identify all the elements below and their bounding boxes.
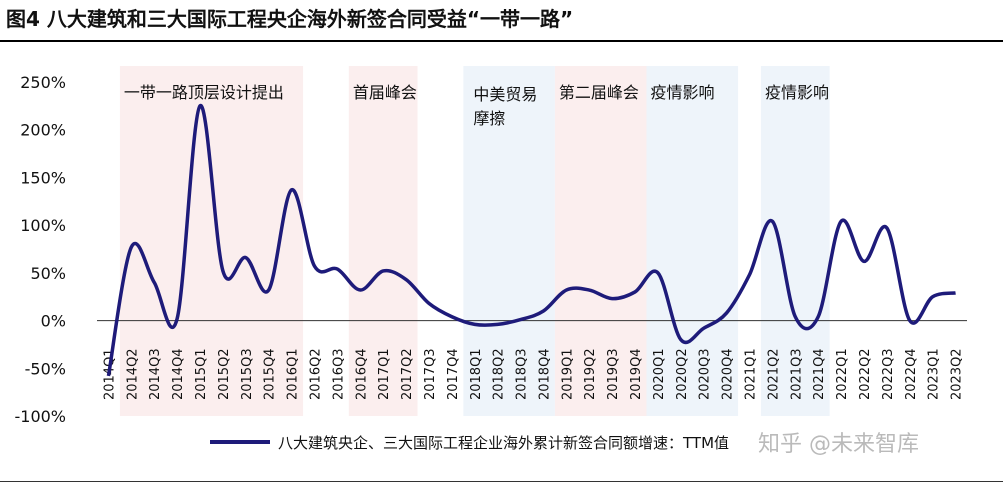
x-tick-label: 2022Q2 — [858, 348, 873, 400]
x-tick-label: 2018Q3 — [515, 348, 530, 400]
x-tick-label: 2021Q4 — [812, 348, 827, 400]
y-tick-label: -50% — [25, 359, 66, 378]
x-tick-label: 2016Q2 — [309, 348, 324, 400]
shaded-region-2 — [463, 66, 555, 416]
chart-legend: 八大建筑央企、三大国际工程企业海外累计新签合同额增速：TTM值 — [210, 429, 729, 455]
x-tick-label: 2022Q4 — [904, 348, 919, 400]
region-label-2: 中美贸易 — [473, 85, 537, 104]
x-tick-label: 2016Q3 — [331, 348, 346, 400]
shaded-region-0 — [119, 66, 304, 416]
x-tick-label: 2021Q2 — [766, 348, 781, 400]
x-tick-label: 2014Q2 — [125, 348, 140, 400]
x-tick-label: 2019Q3 — [606, 348, 621, 400]
figure-title: 图4 八大建筑和三大国际工程央企海外新签合同受益“一带一路” — [6, 7, 574, 31]
y-tick-label: 50% — [30, 264, 66, 283]
watermark-text: 知乎 @未来智库 — [758, 432, 919, 457]
region-label-4: 疫情影响 — [650, 83, 714, 102]
y-tick-label: 150% — [20, 168, 66, 187]
x-tick-label: 2015Q4 — [263, 348, 278, 400]
x-tick-label: 2017Q1 — [377, 348, 392, 400]
x-tick-label: 2014Q3 — [148, 348, 163, 400]
y-tick-label: 200% — [20, 121, 66, 140]
x-tick-label: 2015Q1 — [194, 348, 209, 400]
x-tick-label: 2021Q1 — [744, 348, 759, 400]
shaded-region-1 — [348, 66, 418, 416]
x-tick-label: 2022Q3 — [881, 348, 896, 400]
x-tick-label: 2015Q3 — [240, 348, 255, 400]
x-tick-label: 2020Q2 — [675, 348, 690, 400]
x-tick-label: 2018Q1 — [469, 348, 484, 400]
x-tick-label: 2020Q3 — [698, 348, 713, 400]
region-label-2-line2: 摩擦 — [473, 109, 505, 128]
x-tick-label: 2017Q4 — [446, 348, 461, 400]
x-tick-label: 2016Q4 — [354, 348, 369, 400]
x-tick-label: 2020Q1 — [652, 348, 667, 400]
x-tick-label: 2018Q2 — [492, 348, 507, 400]
y-tick-label: -100% — [14, 407, 66, 426]
x-tick-label: 2018Q4 — [537, 348, 552, 400]
shaded-region-3 — [554, 66, 647, 416]
x-tick-label: 2021Q3 — [789, 348, 804, 400]
shaded-region-5 — [760, 66, 830, 416]
region-label-1: 首届峰会 — [353, 83, 417, 102]
x-tick-label: 2019Q2 — [583, 348, 598, 400]
region-label-0: 一带一路顶层设计提出 — [124, 83, 284, 102]
legend-swatch — [210, 440, 270, 444]
top-rule — [0, 40, 1003, 42]
x-tick-label: 2017Q2 — [400, 348, 415, 400]
x-tick-label: 2019Q4 — [629, 348, 644, 400]
x-tick-label: 2017Q3 — [423, 348, 438, 400]
bottom-rule — [0, 481, 1003, 482]
y-tick-label: 100% — [20, 216, 66, 235]
x-tick-label: 2020Q4 — [721, 348, 736, 400]
region-label-5: 疫情影响 — [765, 83, 829, 102]
y-tick-label: 250% — [20, 73, 66, 92]
region-label-3: 第二届峰会 — [559, 83, 639, 102]
x-tick-label: 2023Q1 — [927, 348, 942, 400]
x-tick-label: 2022Q1 — [835, 348, 850, 400]
y-tick-label: 0% — [41, 312, 66, 331]
x-tick-label: 2019Q1 — [560, 348, 575, 400]
shaded-region-4 — [646, 66, 739, 416]
x-tick-label: 2015Q2 — [217, 348, 232, 400]
x-tick-label: 2023Q2 — [950, 348, 965, 400]
x-tick-label: 2014Q4 — [171, 348, 186, 400]
legend-label: 八大建筑央企、三大国际工程企业海外累计新签合同额增速：TTM值 — [278, 433, 730, 452]
x-tick-label: 2016Q1 — [286, 348, 301, 400]
